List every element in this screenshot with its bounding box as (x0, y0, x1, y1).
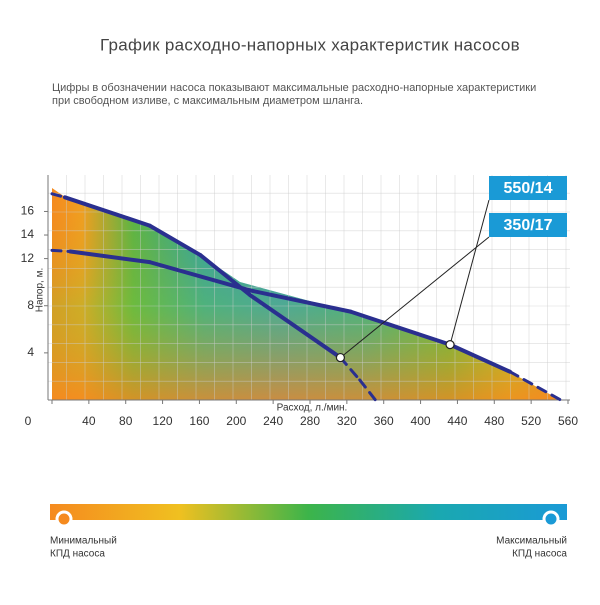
x-axis-label: Расход, л./мин. (277, 403, 348, 414)
y-tick-label: 16 (21, 204, 35, 218)
curve-segment (358, 378, 377, 402)
callout-line (340, 236, 490, 358)
subtitle: при свободном изливе, с максимальным диа… (52, 95, 363, 107)
y-tick-label: 14 (21, 227, 35, 241)
efficiency-scale (50, 504, 567, 520)
series-label: 350/17 (504, 217, 553, 234)
curve-segment (147, 260, 253, 293)
series-label: 550/14 (504, 180, 553, 197)
x-tick-label: 280 (300, 414, 320, 428)
x-tick-label: 360 (374, 414, 394, 428)
curve-segment (62, 195, 152, 228)
x-tick-label: 400 (411, 414, 431, 428)
scale-min-dot (55, 510, 73, 528)
curve-segment (50, 248, 72, 254)
y-tick-label: 4 (27, 345, 34, 359)
curve-segment (338, 356, 362, 382)
efficiency-map (52, 188, 560, 400)
chart-title: График расходно-напорных характеристик н… (100, 35, 520, 54)
scale-min-label: КПД насоса (50, 549, 105, 560)
x-tick-label: 80 (119, 414, 133, 428)
callout-line (449, 199, 490, 345)
x-tick-label: 40 (82, 414, 96, 428)
curve-segment (508, 370, 563, 402)
y-tick-label: 8 (27, 298, 34, 312)
x-tick-label: 320 (337, 414, 357, 428)
x-tick-label: 520 (521, 414, 541, 428)
curve-segment (147, 223, 203, 258)
curve-segment (68, 249, 152, 265)
label-box (489, 213, 567, 237)
x-tick-label: 0 (25, 414, 32, 428)
scale-max-label: КПД насоса (512, 549, 567, 560)
curve-segment (198, 253, 253, 298)
y-tick-label: 12 (21, 251, 35, 265)
y-axis-label: Напор, м. (35, 268, 46, 313)
x-tick-label: 240 (263, 414, 283, 428)
x-tick-label: 560 (558, 414, 578, 428)
curve-segment (50, 192, 67, 199)
x-tick-label: 120 (153, 414, 173, 428)
x-tick-label: 480 (484, 414, 504, 428)
curve-segment (348, 309, 453, 347)
callout-point (445, 340, 455, 350)
callout-point (335, 352, 346, 363)
label-box (489, 176, 567, 200)
curve-segment (248, 288, 353, 314)
scale-max-label: Максимальный (496, 536, 567, 547)
curve-segment (248, 293, 343, 360)
scale-min-label: Минимальный (50, 536, 117, 547)
scale-max-dot (542, 510, 560, 528)
x-tick-label: 160 (189, 414, 209, 428)
subtitle: Цифры в обозначении насоса показывают ма… (52, 82, 536, 94)
x-tick-label: 200 (226, 414, 246, 428)
x-tick-label: 440 (447, 414, 467, 428)
curve-segment (448, 342, 512, 374)
